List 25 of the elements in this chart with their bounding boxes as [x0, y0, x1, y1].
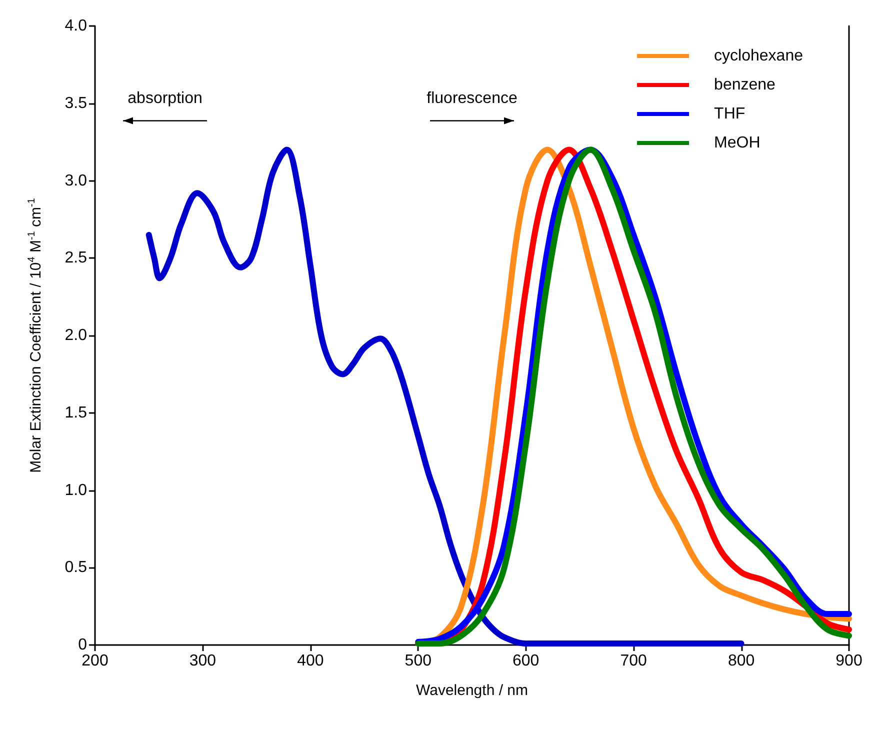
legend-label: THF: [714, 106, 746, 122]
x-tick-label: 800: [728, 652, 755, 670]
x-tick-label: 400: [297, 652, 324, 670]
annotation: absorption: [128, 90, 202, 108]
y-axis-title: Molar Extinction Coefficient / 104 M-1 cm-1: [26, 198, 44, 473]
annotation: fluorescence: [426, 90, 518, 108]
x-tick-label: 300: [189, 652, 216, 670]
y-tick-label: 3.0: [64, 172, 88, 190]
x-tick-label: 600: [512, 652, 540, 670]
y-tick-label: 4.0: [64, 18, 88, 34]
y-tick-label: 2.5: [64, 250, 88, 267]
x-tick-label: 900: [836, 652, 862, 670]
legend-label: cyclohexane: [714, 48, 804, 64]
legend-label: MeOH: [714, 134, 760, 152]
x-axis-title: Wavelength / nm: [416, 682, 528, 699]
x-tick-label: 700: [620, 652, 648, 670]
legend-label: benzene: [714, 76, 776, 94]
y-tick-label: 1.0: [64, 482, 88, 499]
y-tick-label: 0: [78, 636, 88, 654]
x-tick-label: 500: [404, 652, 432, 670]
y-tick-label: 3.5: [64, 94, 88, 112]
y-tick-label: 0.5: [64, 559, 88, 576]
y-tick-label: 1.5: [64, 404, 88, 422]
x-tick-label: 200: [82, 652, 108, 670]
y-tick-label: 2.0: [64, 327, 88, 344]
